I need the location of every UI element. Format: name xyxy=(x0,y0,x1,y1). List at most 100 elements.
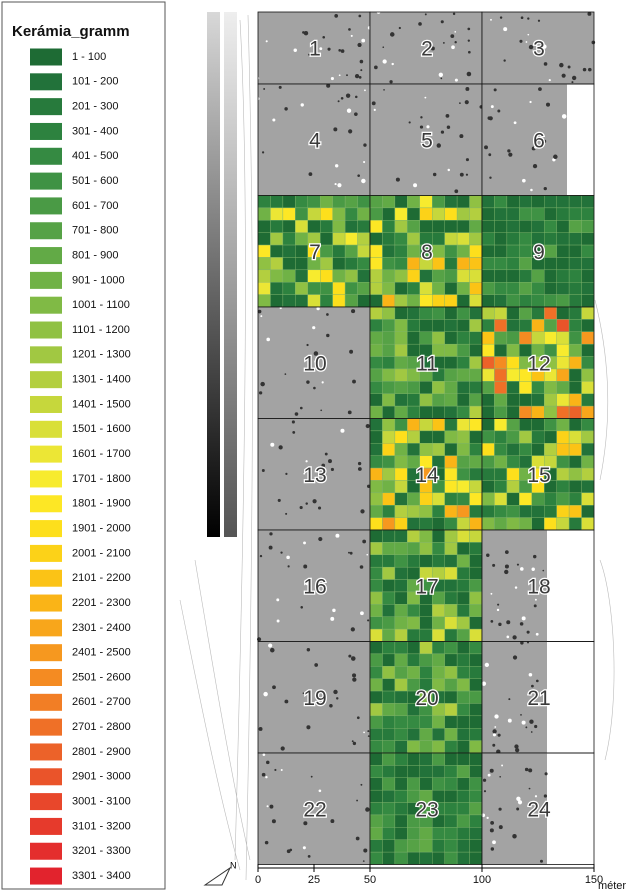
grid-square xyxy=(470,282,482,294)
grid-square xyxy=(407,505,419,517)
grid-square xyxy=(420,443,432,455)
grid-square xyxy=(445,493,457,505)
anomaly xyxy=(453,13,455,15)
grid-square xyxy=(457,703,469,715)
grid-square xyxy=(420,716,432,728)
grid-square xyxy=(432,716,444,728)
grid-square xyxy=(432,220,444,232)
grid-square xyxy=(432,394,444,406)
grid-square xyxy=(569,480,581,492)
grid-square xyxy=(420,282,432,294)
grid-square xyxy=(407,728,419,740)
grid-square xyxy=(420,493,432,505)
grid-square xyxy=(569,468,581,480)
anomaly xyxy=(522,721,526,725)
grid-square xyxy=(494,270,506,282)
grid-square xyxy=(320,257,332,269)
grid-square xyxy=(470,468,482,480)
grid-square xyxy=(494,443,506,455)
grid-square xyxy=(507,257,519,269)
grid-square xyxy=(395,580,407,592)
tile-number: 12 xyxy=(527,353,550,376)
anomaly xyxy=(465,100,469,104)
grid-square xyxy=(420,753,432,765)
grid-square xyxy=(519,257,531,269)
anomaly xyxy=(520,567,524,571)
grid-square xyxy=(432,852,444,864)
grid-square xyxy=(457,480,469,492)
grid-square xyxy=(544,406,556,418)
anomaly xyxy=(300,407,303,410)
grid-square xyxy=(370,319,382,331)
grid-square xyxy=(532,406,544,418)
grid-square xyxy=(258,196,270,208)
grid-square xyxy=(457,691,469,703)
grid-square xyxy=(470,381,482,393)
grid-square xyxy=(445,567,457,579)
grid-square xyxy=(407,270,419,282)
grid-square xyxy=(420,220,432,232)
anomaly xyxy=(492,744,495,747)
grid-square xyxy=(370,542,382,554)
legend-label: 1301 - 1400 xyxy=(72,374,131,386)
tile-number: 21 xyxy=(527,687,550,710)
anomaly xyxy=(340,429,344,433)
grid-square xyxy=(557,394,569,406)
grid-square xyxy=(557,443,569,455)
tile-number: 11 xyxy=(416,353,438,376)
grid-square xyxy=(395,567,407,579)
grid-square xyxy=(457,542,469,554)
anomaly xyxy=(425,13,427,15)
grid-square xyxy=(432,245,444,257)
grid-square xyxy=(345,257,357,269)
grid-square xyxy=(308,220,320,232)
grid-square xyxy=(569,394,581,406)
grid-square xyxy=(582,493,594,505)
grid-square xyxy=(432,518,444,530)
grid-square xyxy=(532,208,544,220)
grid-square xyxy=(345,220,357,232)
grid-square xyxy=(494,357,506,369)
anomaly xyxy=(515,586,517,588)
anomaly xyxy=(490,828,494,832)
grid-square xyxy=(544,307,556,319)
grid-square xyxy=(395,604,407,616)
grid-square xyxy=(295,295,307,307)
grid-square xyxy=(470,480,482,492)
grid-square xyxy=(482,518,494,530)
grid-square xyxy=(557,431,569,443)
grid-square xyxy=(432,629,444,641)
grid-square xyxy=(494,381,506,393)
grid-square xyxy=(557,344,569,356)
anomaly xyxy=(363,143,366,146)
legend-swatch xyxy=(30,570,62,587)
grid-square xyxy=(445,741,457,753)
grid-square xyxy=(382,518,394,530)
legend-swatch xyxy=(30,272,62,289)
grid-square xyxy=(382,431,394,443)
grid-square xyxy=(382,456,394,468)
grid-square xyxy=(370,852,382,864)
grid-square xyxy=(432,728,444,740)
grid-square xyxy=(382,840,394,852)
anomaly xyxy=(413,183,417,187)
anomaly xyxy=(544,62,548,66)
grid-square xyxy=(382,567,394,579)
grid-square xyxy=(382,617,394,629)
grid-square xyxy=(420,840,432,852)
grid-square xyxy=(395,468,407,480)
grid-square xyxy=(382,741,394,753)
grid-square xyxy=(395,456,407,468)
legend-label: 2901 - 3000 xyxy=(72,771,131,783)
legend-swatch xyxy=(30,346,62,363)
grid-square xyxy=(470,703,482,715)
grid-square xyxy=(470,716,482,728)
anomaly xyxy=(288,565,290,567)
anomaly xyxy=(359,76,362,79)
grid-square xyxy=(358,233,370,245)
anomaly xyxy=(307,648,310,651)
anomaly xyxy=(360,60,364,64)
anomaly xyxy=(357,716,360,719)
grid-square xyxy=(544,443,556,455)
anomaly xyxy=(490,19,492,21)
